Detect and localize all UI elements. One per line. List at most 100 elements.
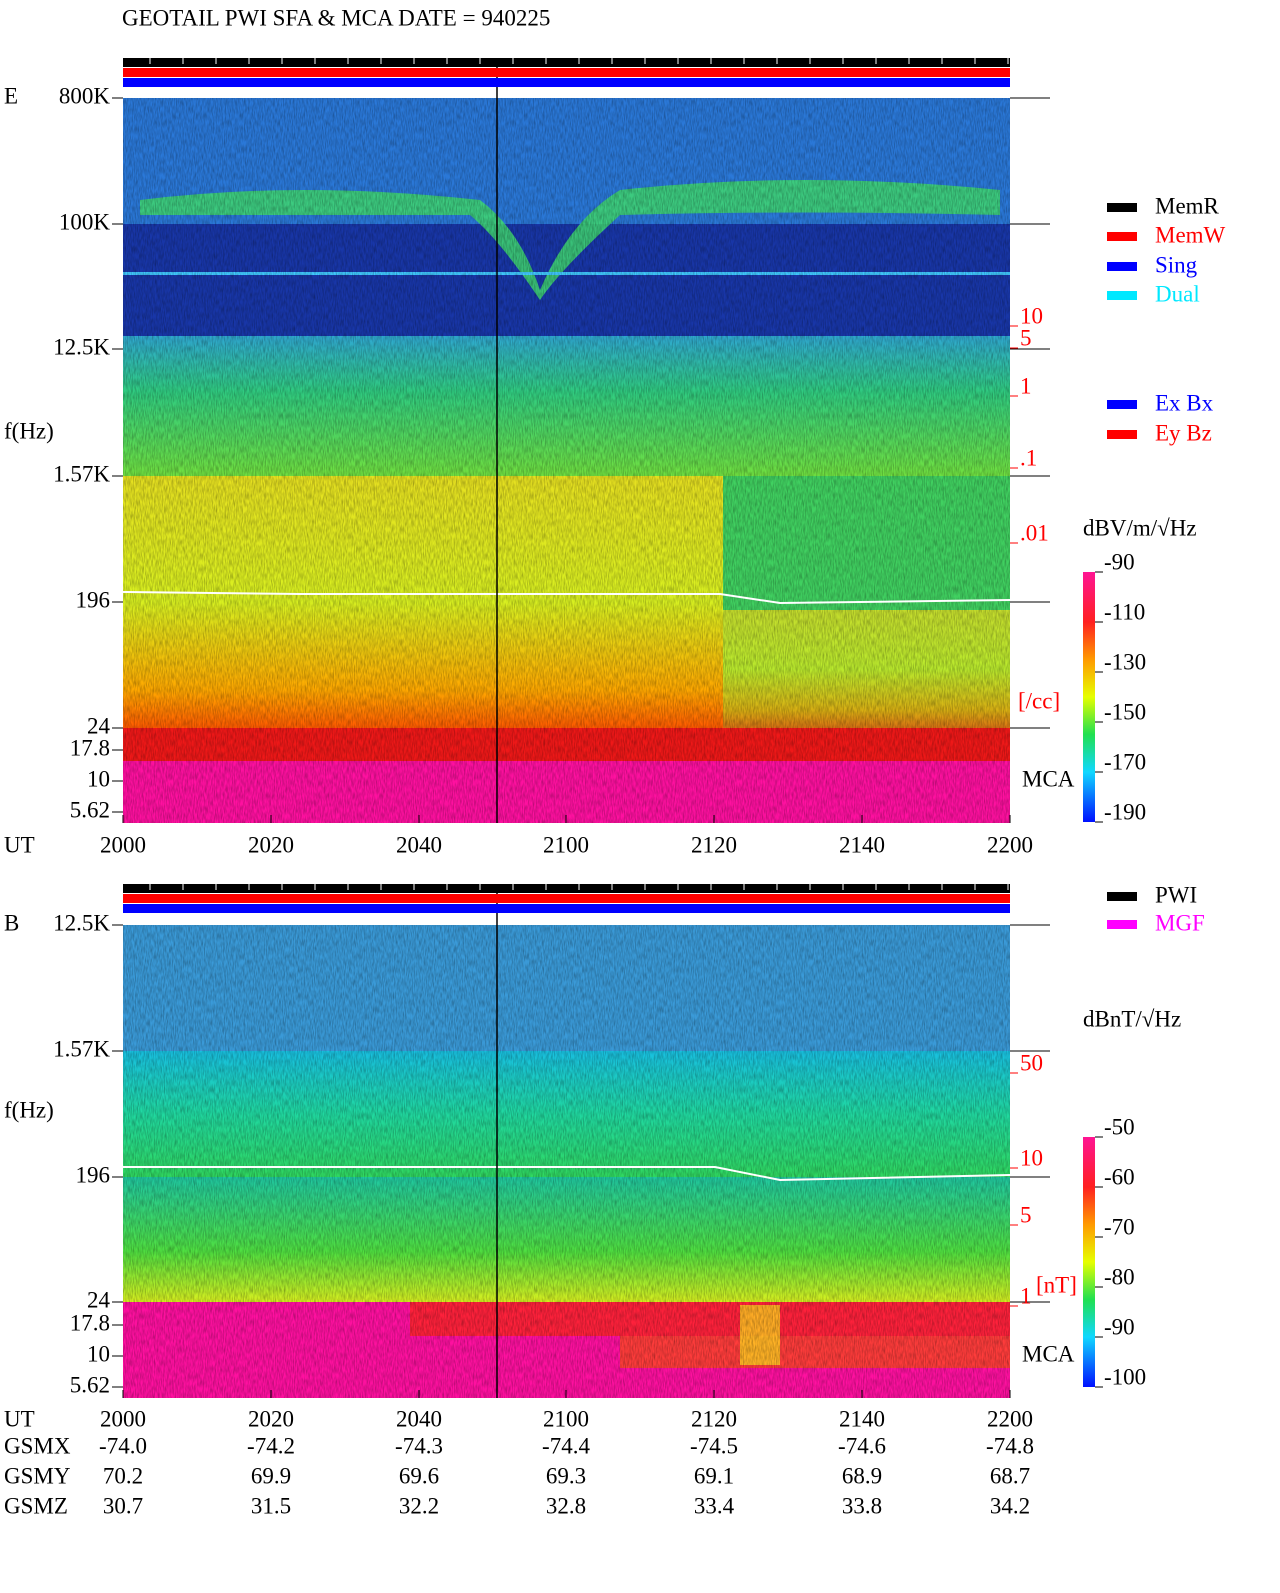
colorbar-tick-label: -190 xyxy=(1104,799,1146,824)
orbit-value: -74.3 xyxy=(395,1433,443,1458)
freq-tick-label: 196 xyxy=(76,587,111,612)
legend-label: MGF xyxy=(1155,910,1205,935)
legend-swatch xyxy=(1107,430,1137,439)
ut-tick-label: 2200 xyxy=(987,832,1033,857)
ut-tick-label: 2100 xyxy=(543,832,589,857)
density-unit: [nT] xyxy=(1036,1272,1077,1297)
orbit-value: 69.1 xyxy=(694,1463,734,1488)
orbit-value: 33.4 xyxy=(694,1493,735,1518)
ut-tick-label: 2100 xyxy=(543,1406,589,1431)
orbit-value: 30.7 xyxy=(103,1493,143,1518)
ut-tick-label: 2040 xyxy=(396,1406,442,1431)
legend-swatch xyxy=(1107,400,1137,409)
panel-label: E xyxy=(4,83,18,108)
orbit-value: 69.9 xyxy=(251,1463,291,1488)
mca-label: MCA xyxy=(1022,766,1075,791)
colorbar-tick-label: -70 xyxy=(1104,1214,1135,1239)
ut-tick-label: 2020 xyxy=(248,832,294,857)
mode-bar xyxy=(123,894,1010,903)
freq-tick-label: 12.5K xyxy=(53,910,110,935)
freq-tick-label: 196 xyxy=(76,1162,111,1187)
orbit-value: -74.0 xyxy=(99,1433,147,1458)
colorbar-tick-label: -130 xyxy=(1104,649,1146,674)
orbit-label: GSMY xyxy=(4,1463,71,1488)
density-tick-label: 50 xyxy=(1020,1050,1043,1075)
legend-label: MemW xyxy=(1155,222,1226,247)
orbit-value: -74.6 xyxy=(838,1433,886,1458)
ut-tick-label: 2040 xyxy=(396,832,442,857)
axis-label: f(Hz) xyxy=(4,418,54,443)
legend-swatch xyxy=(1107,291,1137,300)
legend-swatch xyxy=(1107,232,1137,241)
page-title: GEOTAIL PWI SFA & MCA DATE = 940225 xyxy=(122,5,550,30)
freq-tick-label: 100K xyxy=(59,209,111,234)
orbit-value: -74.5 xyxy=(690,1433,738,1458)
colorbar-tick-label: -90 xyxy=(1104,1314,1135,1339)
ut-tick-label: 2000 xyxy=(100,1406,146,1431)
legend-label: PWI xyxy=(1155,882,1197,907)
freq-tick-label: 24 xyxy=(87,713,111,738)
colorbar-tick-label: -80 xyxy=(1104,1264,1135,1289)
freq-tick-label: 5.62 xyxy=(70,1372,110,1397)
mode-bar xyxy=(123,58,1010,67)
colorbar-tick-label: -170 xyxy=(1104,749,1146,774)
orbit-value: 68.7 xyxy=(990,1463,1030,1488)
freq-tick-label: 17.8 xyxy=(70,1310,110,1335)
colorbar-tick-label: -50 xyxy=(1104,1114,1135,1139)
colorbar-tick-label: -60 xyxy=(1104,1164,1135,1189)
orbit-value: 31.5 xyxy=(251,1493,291,1518)
mode-bar xyxy=(123,68,1010,77)
legend-label: Ey Bz xyxy=(1155,420,1212,445)
orbit-value: 32.2 xyxy=(399,1493,439,1518)
legend-label: MemR xyxy=(1155,193,1220,218)
mode-bar xyxy=(123,904,1010,913)
orbit-value: -74.8 xyxy=(986,1433,1034,1458)
ut-tick-label: 2020 xyxy=(248,1406,294,1431)
orbit-label: GSMX xyxy=(4,1433,71,1458)
density-tick-label: 5 xyxy=(1020,325,1032,350)
density-tick-label: 5 xyxy=(1020,1202,1032,1227)
orbit-value: 69.3 xyxy=(546,1463,586,1488)
density-tick-label: 10 xyxy=(1020,303,1043,328)
ut-tick-label: 2140 xyxy=(839,1406,885,1431)
orbit-value: -74.2 xyxy=(247,1433,295,1458)
density-tick-label: 1 xyxy=(1020,1283,1032,1308)
legend-label: Dual xyxy=(1155,281,1200,306)
orbit-value: 70.2 xyxy=(103,1463,143,1488)
mode-bar xyxy=(123,78,1010,87)
colorbar-unit: dBV/m/√Hz xyxy=(1083,515,1197,540)
spectrogram-e xyxy=(122,58,1011,823)
freq-tick-label: 12.5K xyxy=(53,334,110,359)
density-tick-label: .1 xyxy=(1020,445,1037,470)
orbit-value: 34.2 xyxy=(990,1493,1030,1518)
colorbar-tick-label: -110 xyxy=(1104,599,1145,624)
freq-tick-label: 1.57K xyxy=(53,461,110,486)
spectrogram-b xyxy=(123,884,1011,1398)
orbit-value: 32.8 xyxy=(546,1493,586,1518)
orbit-value: -74.4 xyxy=(542,1433,590,1458)
density-unit: [/cc] xyxy=(1018,688,1060,713)
ut-tick-label: 2120 xyxy=(691,1406,737,1431)
colorbar-unit: dBnT/√Hz xyxy=(1083,1006,1181,1031)
legend-label: Sing xyxy=(1155,252,1198,277)
ut-tick-label: 2000 xyxy=(100,832,146,857)
panel-label: B xyxy=(4,910,19,935)
freq-tick-label: 10 xyxy=(87,1341,110,1366)
legend-label: Ex Bx xyxy=(1155,390,1214,415)
density-tick-label: 10 xyxy=(1020,1145,1043,1170)
orbit-label: GSMZ xyxy=(4,1493,68,1518)
freq-tick-label: 17.8 xyxy=(70,735,110,760)
density-tick-label: .01 xyxy=(1020,520,1049,545)
axis-label: f(Hz) xyxy=(4,1097,54,1122)
mca-label: MCA xyxy=(1022,1341,1075,1366)
freq-tick-label: 5.62 xyxy=(70,797,110,822)
orbit-value: 33.8 xyxy=(842,1493,882,1518)
legend-swatch xyxy=(1107,262,1137,271)
colorbar-e xyxy=(1083,572,1095,822)
colorbar-b xyxy=(1083,1137,1095,1387)
freq-tick-label: 800K xyxy=(59,83,111,108)
ut-tick-label: 2120 xyxy=(691,832,737,857)
ut-label: UT xyxy=(4,832,35,857)
ut-tick-label: 2140 xyxy=(839,832,885,857)
